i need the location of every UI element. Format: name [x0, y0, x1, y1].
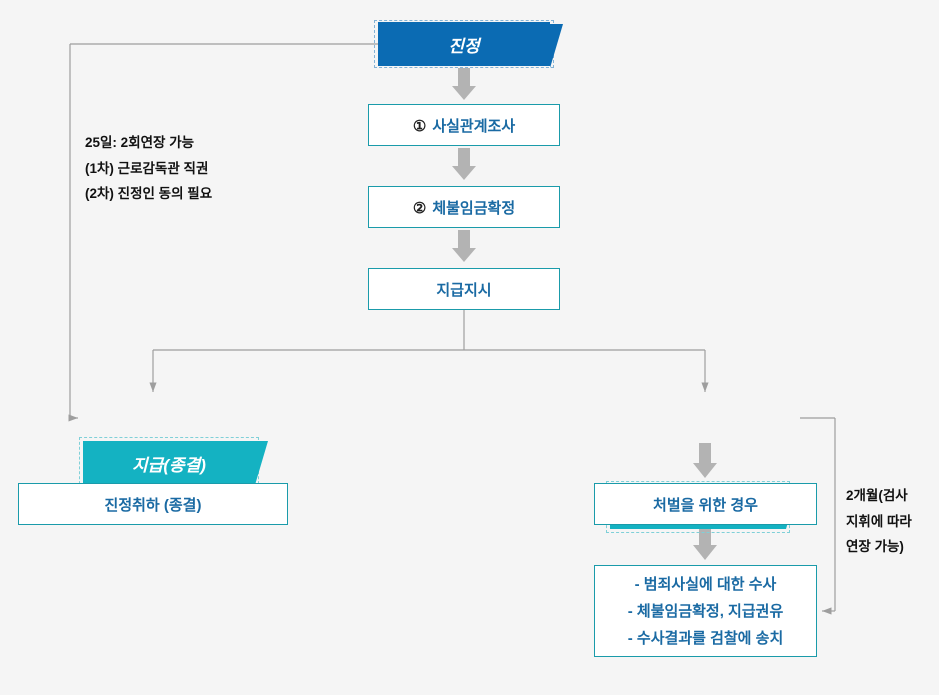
right2-line1: - 범죄사실에 대한 수사: [635, 571, 777, 598]
side-right-line3: 연장 가능): [846, 534, 912, 560]
side-note-right: 2개월(검사 지휘에 따라 연장 가능): [846, 483, 912, 560]
node-step2: ② 체불임금확정: [368, 186, 560, 228]
node-right2: - 범죄사실에 대한 수사 - 체불임금확정, 지급권유 - 수사결과를 검찰에…: [594, 565, 817, 657]
left1-label: 진정취하 (종결): [105, 494, 202, 515]
step1-label: 사실관계조사: [432, 118, 515, 135]
right1-label: 처벌을 위한 경우: [653, 494, 758, 515]
right2-line2: - 체불임금확정, 지급권유: [628, 598, 784, 625]
node-start: 진정: [378, 22, 550, 66]
node-left1: 진정취하 (종결): [18, 483, 288, 525]
left-header-label: 지급(종결): [132, 451, 206, 476]
side-left-line2: (1차) 근로감독관 직권: [85, 156, 212, 182]
node-start-label: 진정: [448, 32, 479, 57]
side-right-line1: 2개월(검사: [846, 483, 912, 509]
side-left-line3: (2차) 진정인 동의 필요: [85, 181, 212, 207]
step2-label: 체불임금확정: [432, 200, 515, 217]
node-left-header: 지급(종결): [83, 441, 255, 485]
side-right-line2: 지휘에 따라: [846, 509, 912, 535]
step2-num: ②: [413, 199, 426, 217]
flowchart-canvas: 진정 ①사실관계조사 ②체불임금확정 지급지시 지급(종결) ③부지급/고소 진…: [0, 0, 939, 695]
step3-label: 지급지시: [436, 279, 491, 300]
node-step3: 지급지시: [368, 268, 560, 310]
node-right1: 처벌을 위한 경우: [594, 483, 817, 525]
side-left-line1: 25일: 2회연장 가능: [85, 130, 212, 156]
node-step1: ① 사실관계조사: [368, 104, 560, 146]
step1-num: ①: [413, 117, 426, 135]
right2-line3: - 수사결과를 검찰에 송치: [628, 625, 784, 652]
side-note-left: 25일: 2회연장 가능 (1차) 근로감독관 직권 (2차) 진정인 동의 필…: [85, 130, 212, 207]
